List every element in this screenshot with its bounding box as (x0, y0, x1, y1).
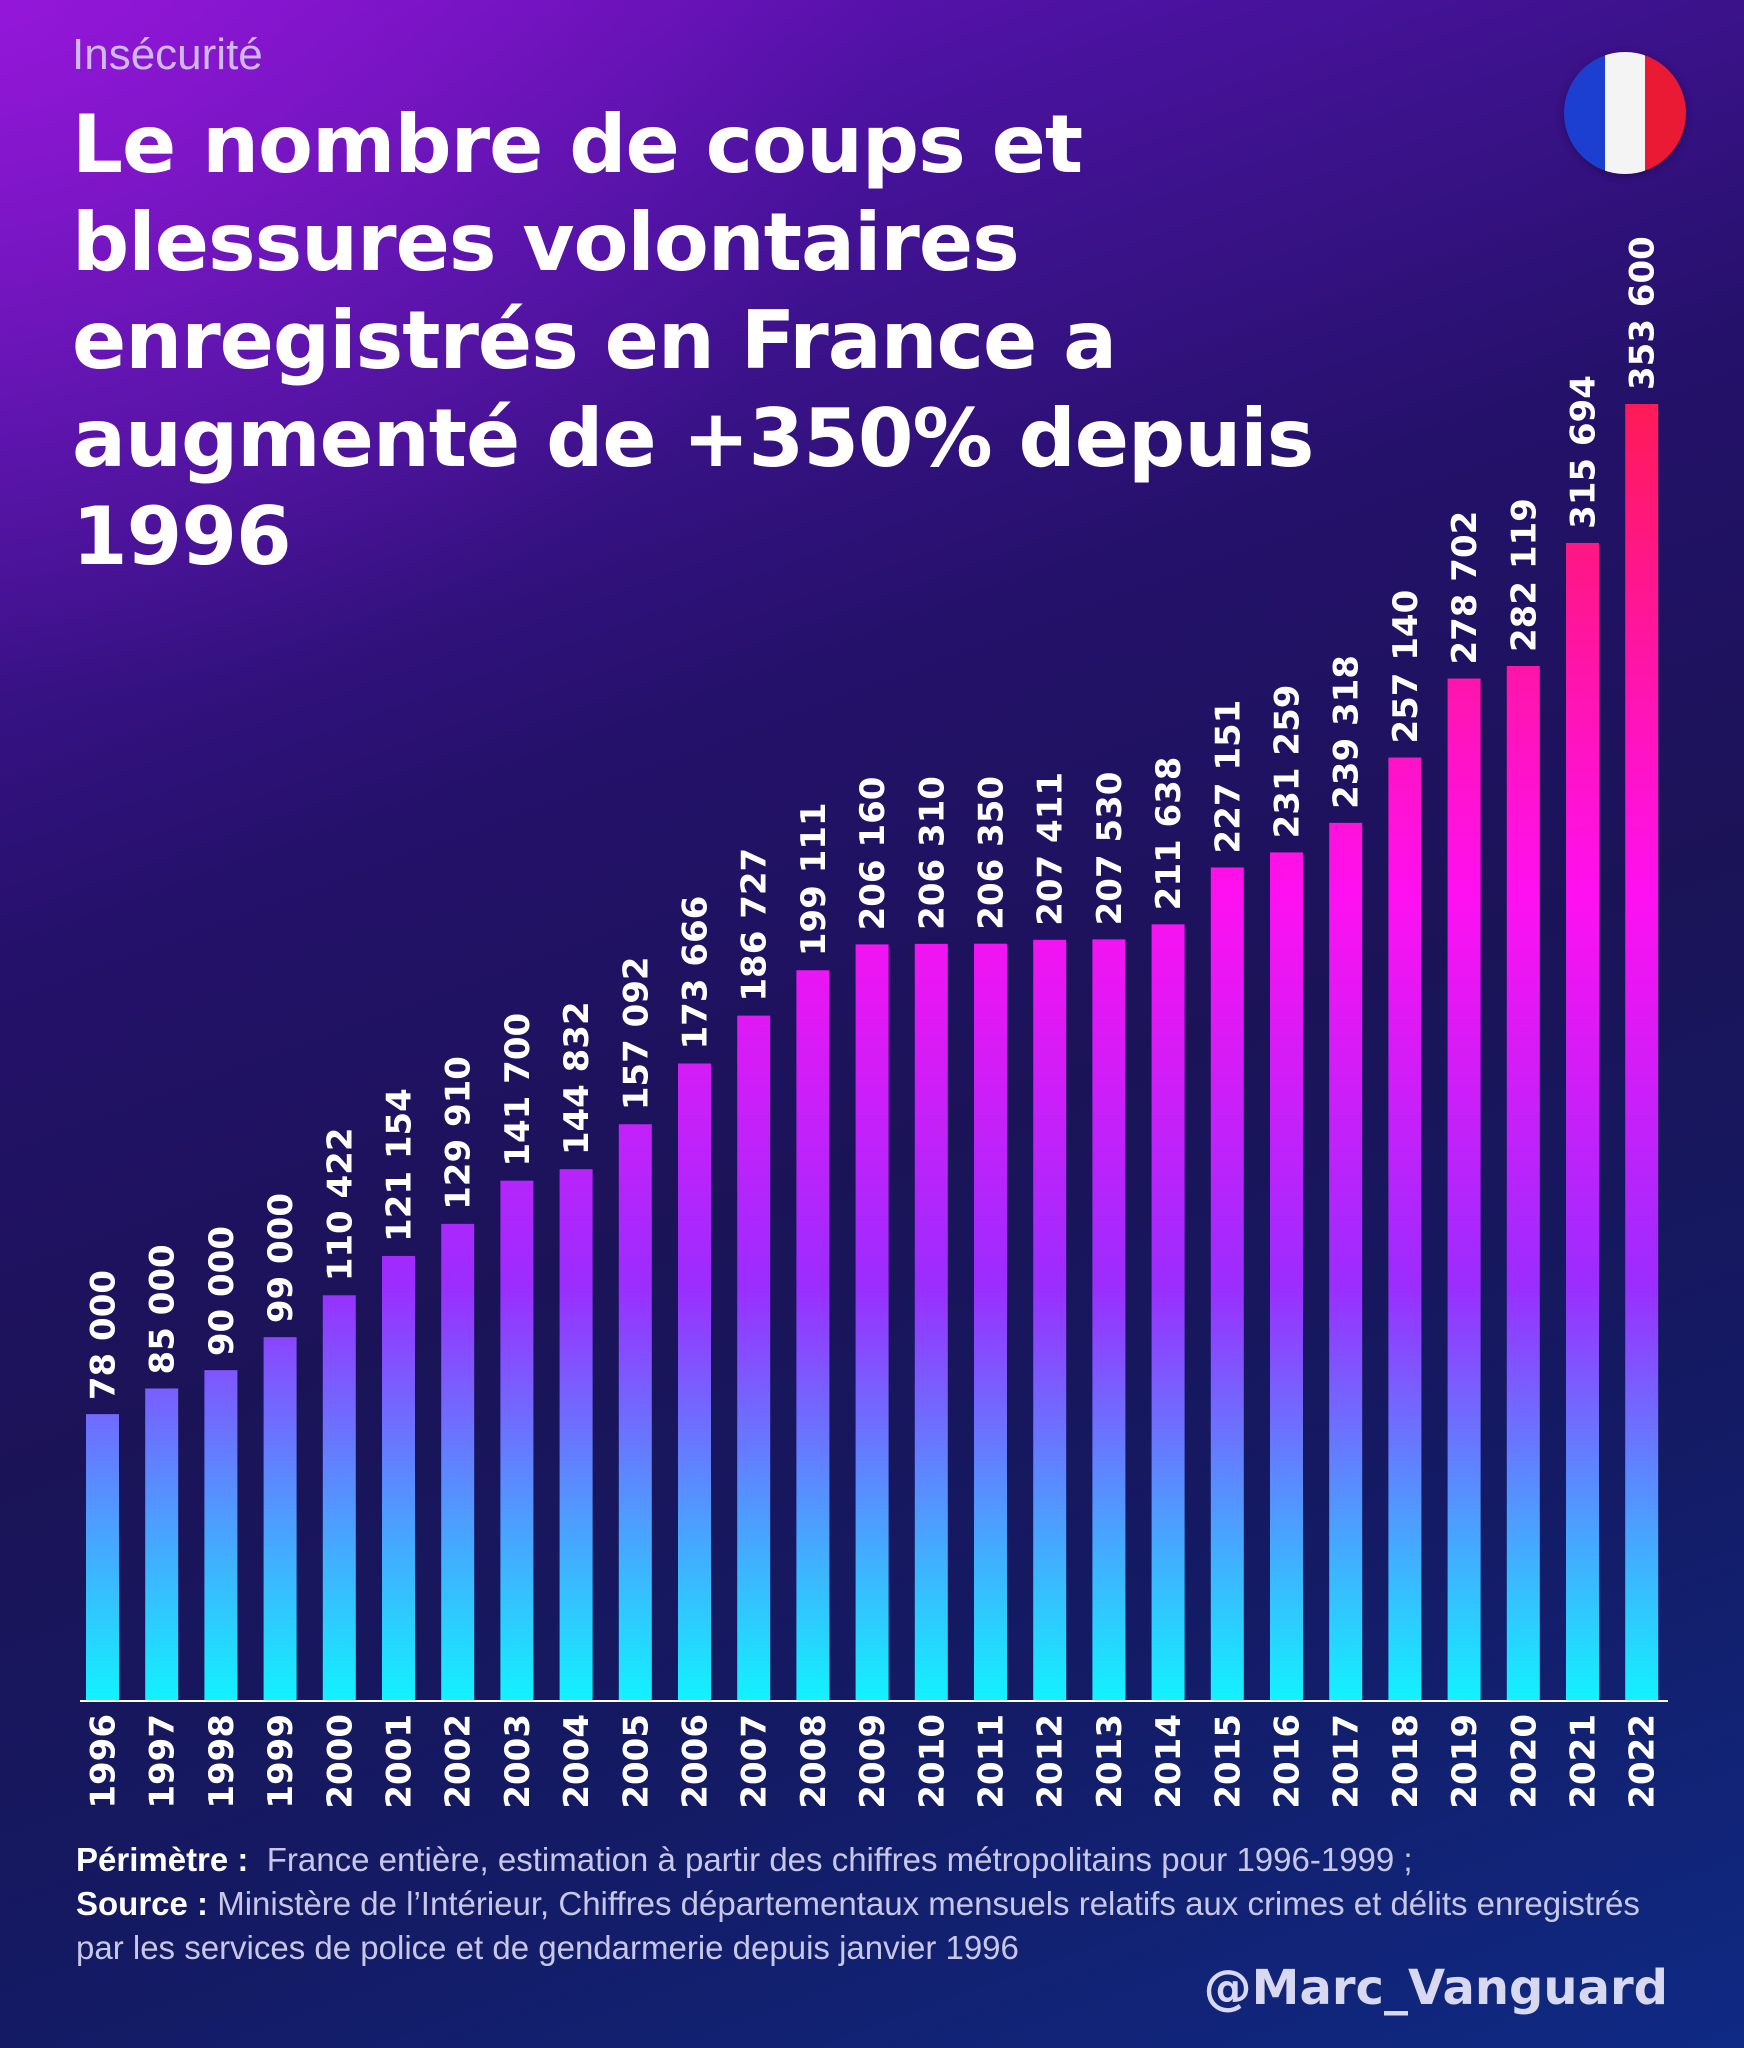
year-label-2011: 2011 (972, 1714, 1012, 1809)
source-line: Source : Ministère de l’Intérieur, Chiff… (76, 1882, 1656, 1970)
year-label-2003: 2003 (498, 1714, 538, 1809)
bar-2010 (914, 943, 948, 1700)
value-label-2005: 157 092 (616, 956, 656, 1110)
year-label-1998: 1998 (202, 1714, 242, 1809)
bar-2002 (441, 1223, 475, 1700)
value-label-2015: 227 151 (1208, 700, 1248, 854)
value-label-2019: 278 702 (1445, 511, 1485, 665)
bar-2016 (1270, 852, 1303, 1700)
year-label-2004: 2004 (557, 1714, 597, 1809)
value-labels-group: 78 000 85 000 90 000 99 000 110 422 121 154 12… (84, 236, 1663, 1400)
year-label-2015: 2015 (1208, 1714, 1248, 1809)
value-label-2008: 199 111 (794, 802, 834, 956)
year-label-2000: 2000 (320, 1714, 360, 1809)
bar-2004 (559, 1169, 593, 1700)
bar-2007 (737, 1015, 771, 1700)
bar-2015 (1210, 867, 1244, 1700)
value-label-1998: 90 000 (202, 1226, 242, 1356)
value-label-1999: 99 000 (261, 1193, 301, 1323)
year-label-2012: 2012 (1031, 1714, 1071, 1809)
year-labels-group: 1996 1997 1998 1999 2000 2001 2002 2003 2004 2005… (84, 1714, 1663, 1809)
bar-2011 (974, 943, 1007, 1700)
value-label-2000: 110 422 (320, 1128, 360, 1282)
value-label-2014: 211 638 (1149, 757, 1189, 911)
bar-2019 (1447, 678, 1481, 1700)
value-label-2017: 239 318 (1327, 655, 1367, 809)
value-label-2020: 282 119 (1504, 498, 1544, 652)
perimetre-text: France entière, estimation à partir des … (266, 1841, 1413, 1878)
bar-2003 (500, 1180, 534, 1700)
flag-white-stripe (1604, 52, 1646, 174)
bar-2000 (322, 1295, 356, 1700)
bar-2021 (1566, 542, 1599, 1700)
value-label-2018: 257 140 (1386, 590, 1426, 744)
value-label-2022: 353 600 (1623, 236, 1663, 390)
value-label-2004: 144 832 (557, 1001, 597, 1155)
bar-2017 (1329, 822, 1363, 1700)
perimetre-line: Périmètre : France entière, estimation à… (76, 1838, 1676, 1882)
value-label-2007: 186 727 (735, 848, 775, 1002)
bar-2014 (1151, 924, 1185, 1700)
year-label-2009: 2009 (853, 1714, 893, 1809)
source-text: Ministère de l’Intérieur, Chiffres dépar… (76, 1885, 1640, 1966)
year-label-2002: 2002 (439, 1714, 479, 1809)
year-label-1999: 1999 (261, 1714, 301, 1809)
year-label-2016: 2016 (1268, 1714, 1308, 1809)
year-label-2022: 2022 (1623, 1714, 1663, 1809)
value-label-1997: 85 000 (143, 1244, 183, 1374)
bar-1997 (145, 1388, 179, 1700)
year-label-2010: 2010 (912, 1714, 952, 1809)
year-label-2019: 2019 (1445, 1714, 1485, 1809)
bar-2008 (796, 970, 830, 1700)
value-label-2016: 231 259 (1268, 685, 1308, 839)
bar-2020 (1506, 665, 1540, 1700)
bar-2018 (1388, 757, 1422, 1700)
year-label-2008: 2008 (794, 1714, 834, 1809)
year-label-2013: 2013 (1090, 1714, 1130, 1809)
bars-group (86, 404, 1659, 1700)
value-label-2009: 206 160 (853, 777, 893, 931)
year-label-2001: 2001 (380, 1714, 420, 1809)
footer-notes: Périmètre : France entière, estimation à… (76, 1838, 1676, 1970)
bar-1998 (204, 1370, 238, 1700)
value-label-2003: 141 700 (498, 1013, 538, 1167)
bar-2012 (1033, 939, 1067, 1700)
bar-2005 (618, 1124, 652, 1700)
bar-2022 (1625, 404, 1659, 1700)
year-label-1997: 1997 (143, 1714, 183, 1809)
chart-title: Le nombre de coups et blessures volontai… (72, 98, 1314, 583)
value-label-2012: 207 411 (1031, 772, 1071, 926)
year-label-2021: 2021 (1564, 1714, 1604, 1809)
year-label-2017: 2017 (1327, 1714, 1367, 1809)
year-label-1996: 1996 (84, 1714, 124, 1809)
year-label-2007: 2007 (735, 1714, 775, 1809)
year-label-2018: 2018 (1386, 1714, 1426, 1809)
value-label-2001: 121 154 (380, 1088, 420, 1242)
bar-2013 (1092, 939, 1126, 1700)
value-label-1996: 78 000 (84, 1270, 124, 1400)
value-label-2010: 206 310 (912, 776, 952, 930)
year-label-2020: 2020 (1504, 1714, 1544, 1809)
bar-1999 (263, 1337, 297, 1700)
value-label-2002: 129 910 (439, 1056, 479, 1210)
year-label-2014: 2014 (1149, 1714, 1189, 1809)
value-label-2006: 173 666 (676, 896, 716, 1050)
bar-2006 (678, 1063, 711, 1700)
year-label-2005: 2005 (616, 1714, 656, 1809)
value-label-2021: 315 694 (1564, 375, 1604, 529)
author-handle: @Marc_Vanguard (1203, 1960, 1668, 2016)
perimetre-label: Périmètre : (76, 1841, 249, 1878)
year-label-2006: 2006 (676, 1714, 716, 1809)
bar-2001 (382, 1255, 415, 1700)
category-kicker: Insécurité (72, 30, 263, 79)
bar-2009 (855, 944, 889, 1700)
value-label-2011: 206 350 (972, 776, 1012, 930)
value-label-2013: 207 530 (1090, 772, 1130, 926)
bar-1996 (86, 1414, 119, 1700)
source-label: Source : (76, 1885, 209, 1922)
